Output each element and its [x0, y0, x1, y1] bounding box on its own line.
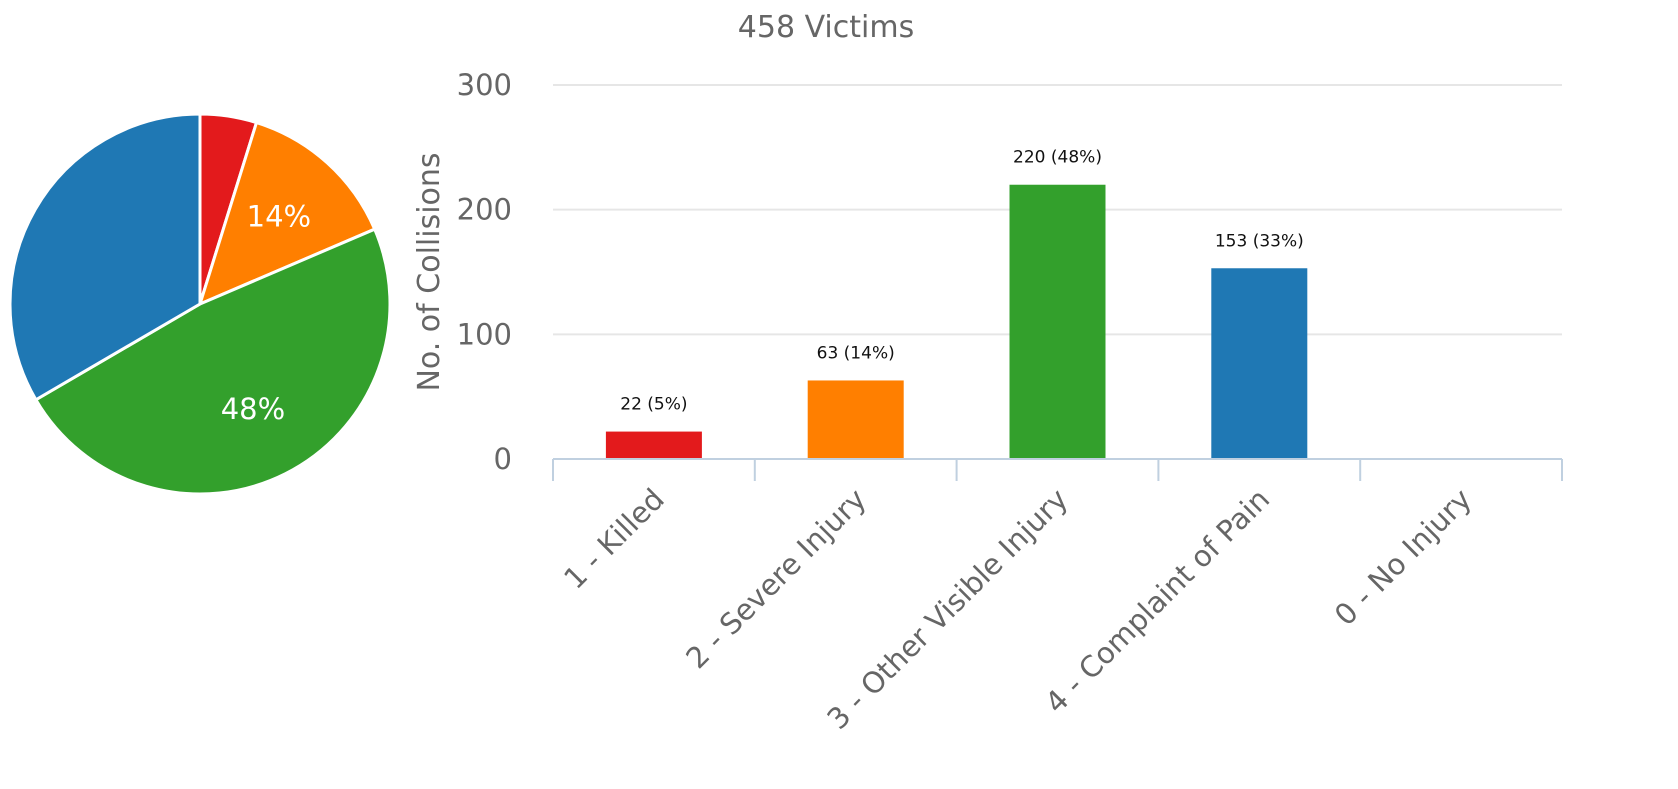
data-labels: 22 (5%) 63 (14%) 220 (48%) 153 (33%) [620, 148, 1303, 415]
victims-bar-chart: 458 Victims 0 100 200 300 No. of Collisions… [412, 10, 1563, 736]
y-axis-ticks: 0 100 200 300 [457, 68, 512, 476]
y-tick-label: 0 [494, 442, 512, 476]
bar-2-severe-injury [807, 380, 904, 459]
bars [605, 184, 1308, 459]
x-tick-label: 0 - No Injury [1328, 482, 1478, 632]
y-tick-label: 300 [457, 68, 512, 102]
injury-pie-chart: 14% 48% [8, 112, 392, 496]
pie-slice-4-complaint-of-pain [8, 112, 202, 402]
data-label: 63 (14%) [817, 343, 895, 363]
data-label: 153 (33%) [1215, 231, 1304, 251]
x-tick-label: 2 - Severe Injury [679, 482, 872, 675]
bar-3-other-visible-injury [1009, 184, 1106, 459]
y-tick-label: 200 [457, 193, 512, 227]
pie-percent-label: 14% [247, 200, 311, 234]
pie-slice-3-other-visible-injury [34, 227, 392, 496]
bar-1-killed [605, 431, 702, 459]
data-label: 22 (5%) [620, 395, 687, 415]
pie-slice-2-severe-injury [198, 121, 377, 306]
y-tick-label: 100 [457, 317, 512, 351]
y-axis-label: No. of Collisions [412, 152, 447, 391]
pie-percent-label: 48% [221, 392, 285, 426]
chart-title: 458 Victims [738, 10, 914, 45]
bar-4-complaint-of-pain [1211, 268, 1308, 459]
x-axis [552, 458, 1563, 481]
data-label: 220 (48%) [1013, 148, 1102, 168]
x-tick-label: 4 - Complaint of Pain [1038, 482, 1276, 720]
x-tick-label: 1 - Killed [557, 482, 671, 596]
